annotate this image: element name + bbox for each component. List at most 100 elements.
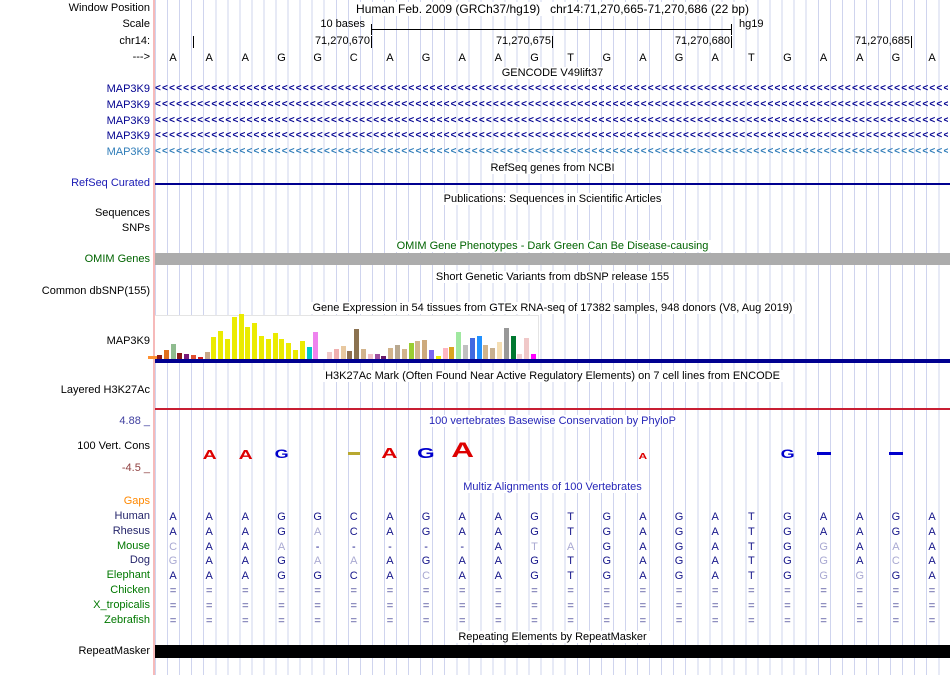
- gtex-tissue-bar[interactable]: [272, 333, 278, 359]
- species-label[interactable]: Gaps: [123, 495, 150, 507]
- h3k27ac-track-title[interactable]: H3K27Ac Mark (Often Found Near Active Re…: [155, 370, 950, 383]
- gtex-tissue-bar[interactable]: [449, 347, 455, 359]
- dbsnp-row-label[interactable]: Common dbSNP(155): [41, 285, 150, 297]
- gtex-tissue-bar[interactable]: [170, 344, 176, 359]
- gtex-tissue-bar[interactable]: [429, 350, 434, 359]
- gtex-tissue-bar[interactable]: [367, 354, 373, 359]
- gtex-gene-label[interactable]: MAP3K9: [106, 335, 150, 347]
- repeatmasker-element-bar[interactable]: [155, 645, 950, 658]
- gtex-tissue-bar[interactable]: [381, 356, 387, 359]
- gtex-tissue-bar[interactable]: [490, 348, 496, 359]
- gtex-tissue-bar[interactable]: [245, 327, 251, 359]
- gtex-tissue-bar[interactable]: [265, 339, 271, 359]
- species-label[interactable]: Dog: [129, 554, 150, 567]
- gtex-tissue-bar[interactable]: [517, 354, 523, 359]
- species-label[interactable]: Chicken: [110, 584, 150, 597]
- gtex-tissue-bar[interactable]: [259, 336, 264, 359]
- gtex-tissue-bar[interactable]: [361, 349, 366, 359]
- gtex-tissue-bar[interactable]: [279, 339, 285, 359]
- gtex-tissue-bar[interactable]: [197, 357, 203, 359]
- gencode-gene-label[interactable]: MAP3K9: [106, 114, 150, 127]
- refseq-curated-item[interactable]: [155, 183, 950, 185]
- gtex-tissue-bar[interactable]: [388, 348, 394, 359]
- omim-genes-label[interactable]: OMIM Genes: [84, 253, 150, 265]
- gtex-tissue-bar[interactable]: [327, 352, 332, 359]
- dbsnp-track-title[interactable]: Short Genetic Variants from dbSNP releas…: [155, 271, 950, 284]
- gencode-transcript[interactable]: <<<<<<<<<<<<<<<<<<<<<<<<<<<<<<<<<<<<<<<<…: [155, 146, 948, 158]
- sequences-row-label[interactable]: Sequences: [94, 207, 150, 219]
- gtex-track-title[interactable]: Gene Expression in 54 tissues from GTEx …: [155, 302, 950, 315]
- gtex-tissue-bar[interactable]: [286, 343, 292, 359]
- gtex-tissue-bar[interactable]: [456, 332, 462, 359]
- gencode-track-title[interactable]: GENCODE V49lift37: [155, 67, 950, 80]
- strand-direction-label[interactable]: --->: [132, 51, 150, 63]
- repeatmasker-track-title[interactable]: Repeating Elements by RepeatMasker: [155, 631, 950, 644]
- gtex-tissue-bar[interactable]: [191, 355, 196, 359]
- gtex-tissue-bar[interactable]: [463, 345, 468, 359]
- gtex-tissue-bar[interactable]: [252, 323, 258, 359]
- publications-track-title[interactable]: Publications: Sequences in Scientific Ar…: [155, 193, 950, 206]
- gtex-bar-chart[interactable]: [155, 314, 538, 359]
- phylop-track-title[interactable]: 100 vertebrates Basewise Conservation by…: [155, 415, 950, 428]
- gtex-tissue-bar[interactable]: [395, 345, 400, 359]
- gencode-gene-label[interactable]: MAP3K9: [106, 130, 150, 143]
- gencode-transcript[interactable]: <<<<<<<<<<<<<<<<<<<<<<<<<<<<<<<<<<<<<<<<…: [155, 114, 948, 126]
- gtex-tissue-bar[interactable]: [347, 351, 353, 359]
- gtex-tissue-bar[interactable]: [510, 336, 516, 359]
- multiz-track-title[interactable]: Multiz Alignments of 100 Vertebrates: [155, 481, 950, 494]
- gtex-tissue-bar[interactable]: [497, 342, 502, 359]
- gencode-transcript[interactable]: <<<<<<<<<<<<<<<<<<<<<<<<<<<<<<<<<<<<<<<<…: [155, 98, 948, 110]
- species-label[interactable]: Elephant: [106, 569, 150, 582]
- gtex-tissue-bar[interactable]: [204, 352, 210, 359]
- refseq-curated-label[interactable]: RefSeq Curated: [71, 177, 150, 189]
- gencode-gene-label[interactable]: MAP3K9: [106, 83, 150, 95]
- omim-gene-bar[interactable]: [155, 253, 950, 265]
- gtex-tissue-bar[interactable]: [408, 343, 414, 359]
- gtex-tissue-bar[interactable]: [293, 350, 298, 359]
- gtex-tissue-bar[interactable]: [374, 354, 380, 359]
- gencode-gene-label[interactable]: MAP3K9: [106, 146, 150, 159]
- gtex-tissue-bar[interactable]: [163, 350, 169, 359]
- alignment-base: =: [567, 614, 574, 627]
- gtex-tissue-bar[interactable]: [299, 341, 305, 359]
- species-label[interactable]: Mouse: [116, 539, 150, 552]
- gtex-tissue-bar[interactable]: [469, 338, 475, 359]
- gtex-tissue-bar[interactable]: [225, 339, 230, 359]
- gtex-tissue-bar[interactable]: [340, 346, 346, 359]
- repeatmasker-row-label[interactable]: RepeatMasker: [78, 645, 150, 657]
- gtex-tissue-bar[interactable]: [177, 353, 183, 359]
- gtex-tissue-bar[interactable]: [211, 337, 217, 359]
- species-label[interactable]: Human: [114, 509, 150, 522]
- chrom-label[interactable]: chr14:: [119, 35, 150, 47]
- gtex-tissue-bar[interactable]: [435, 356, 441, 359]
- snps-row-label[interactable]: SNPs: [121, 222, 150, 234]
- gtex-tissue-bar[interactable]: [333, 349, 339, 359]
- gtex-tissue-bar[interactable]: [524, 338, 530, 359]
- gtex-tissue-bar[interactable]: [401, 349, 407, 359]
- gtex-tissue-bar[interactable]: [238, 314, 244, 359]
- gtex-tissue-bar[interactable]: [218, 331, 224, 359]
- gtex-tissue-bar[interactable]: [354, 329, 360, 359]
- gtex-tissue-bar[interactable]: [184, 354, 190, 359]
- refseq-track-title[interactable]: RefSeq genes from NCBI: [155, 162, 950, 175]
- gtex-tissue-bar[interactable]: [306, 347, 312, 359]
- species-label[interactable]: Zebrafish: [104, 613, 150, 626]
- phylop-row-label[interactable]: 100 Vert. Cons: [77, 440, 150, 452]
- h3k27ac-row-label[interactable]: Layered H3K27Ac: [60, 384, 150, 396]
- gtex-tissue-bar[interactable]: [476, 336, 482, 359]
- gtex-tissue-bar[interactable]: [531, 354, 536, 359]
- gtex-tissue-bar[interactable]: [422, 340, 428, 359]
- gtex-tissue-bar[interactable]: [442, 348, 448, 359]
- species-label[interactable]: X_tropicalis: [93, 598, 150, 611]
- gtex-tissue-bar[interactable]: [157, 355, 162, 359]
- species-label[interactable]: Rhesus: [112, 524, 150, 537]
- gencode-gene-label[interactable]: MAP3K9: [106, 98, 150, 111]
- gtex-tissue-bar[interactable]: [231, 317, 237, 359]
- omim-track-title[interactable]: OMIM Gene Phenotypes - Dark Green Can Be…: [155, 240, 950, 253]
- gencode-transcript[interactable]: <<<<<<<<<<<<<<<<<<<<<<<<<<<<<<<<<<<<<<<<…: [155, 83, 948, 94]
- gtex-tissue-bar[interactable]: [503, 328, 509, 359]
- gtex-tissue-bar[interactable]: [415, 341, 421, 359]
- gencode-transcript[interactable]: <<<<<<<<<<<<<<<<<<<<<<<<<<<<<<<<<<<<<<<<…: [155, 130, 948, 142]
- gtex-tissue-bar[interactable]: [313, 332, 319, 359]
- gtex-tissue-bar[interactable]: [483, 345, 489, 359]
